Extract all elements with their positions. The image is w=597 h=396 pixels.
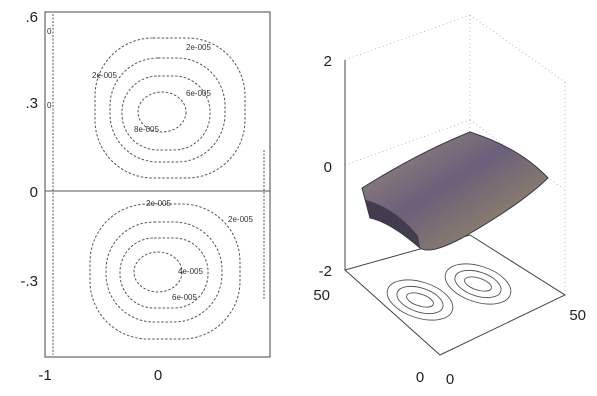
contour-line — [105, 221, 223, 323]
contour-x-ticks: -1 0 — [38, 367, 162, 384]
contour-plot: 2e-005 2e-005 6e-005 8e-005 2e-005 2e-00… — [20, 9, 271, 384]
surface-shadow-side — [362, 188, 420, 248]
contour-line — [121, 75, 211, 151]
y-tick-label: .3 — [25, 95, 38, 112]
contour-y-ticks: .6 .3 0 -.3 — [20, 9, 38, 290]
contour-label: 6e-005 — [172, 293, 197, 302]
y-tick-label: 0 — [30, 184, 38, 201]
z-tick-label: 0 — [324, 159, 332, 176]
contour-line — [119, 237, 209, 309]
contour-label: 2e-005 — [228, 215, 253, 224]
z-tick-label: -2 — [319, 263, 332, 280]
floor-contours — [386, 263, 512, 321]
contour-label: 2e-005 — [146, 199, 171, 208]
y-tick-label: -.3 — [20, 273, 38, 290]
contour-label: 0 — [47, 27, 52, 36]
contour-line — [133, 251, 183, 293]
contour-label: 4e-005 — [178, 267, 203, 276]
contour-line — [89, 203, 241, 340]
x-tick-label: -1 — [38, 367, 51, 384]
contour-line — [109, 57, 226, 163]
y-tick-label: .6 — [25, 9, 38, 26]
contour-label: 2e-005 — [92, 71, 117, 80]
lower-cell-contours — [89, 203, 241, 340]
surface-mesh — [361, 131, 549, 251]
z-tick-label: 2 — [324, 53, 332, 70]
contour-line — [137, 91, 187, 133]
surface-plot: 2 0 -2 50 0 0 50 — [313, 14, 586, 388]
x-tick-label: 50 — [569, 307, 586, 324]
surface-floor — [343, 234, 567, 356]
contour-label: 8e-005 — [134, 125, 159, 134]
y-tick-label: 50 — [313, 287, 330, 304]
contour-label: 2e-005 — [186, 43, 211, 52]
contour-label: 6e-005 — [186, 89, 211, 98]
contour-plot-frame — [44, 11, 271, 358]
contour-line — [94, 37, 246, 179]
contour-label: 0 — [47, 101, 52, 110]
y-tick-label: 0 — [416, 369, 424, 386]
upper-cell-contours — [94, 37, 246, 179]
x-tick-label: 0 — [154, 367, 162, 384]
x-tick-label: 0 — [446, 371, 454, 388]
